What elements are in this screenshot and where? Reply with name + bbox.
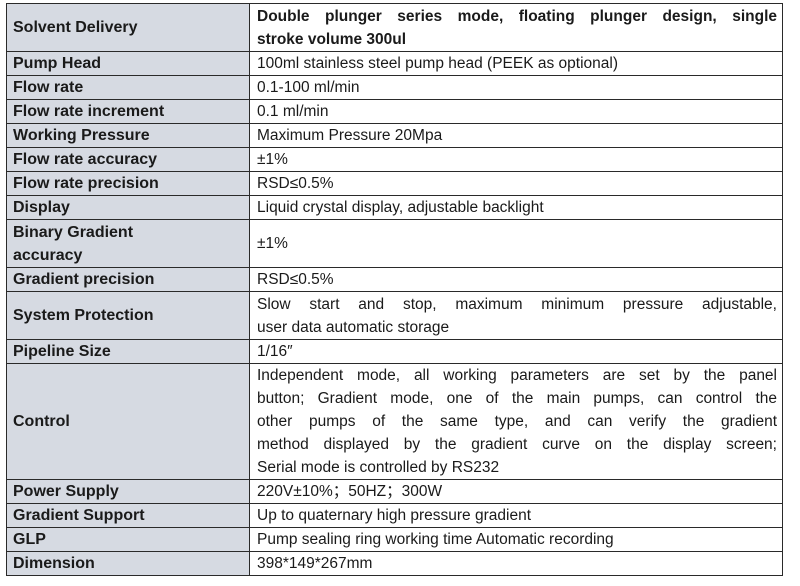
row-label: Working Pressure [6,123,250,148]
row-label: Display [6,195,250,220]
row-value: ±1% [249,147,783,172]
row-label: Flow rate increment [6,99,250,124]
row-label: Pump Head [6,51,250,76]
value-line: other pumps of the same type, and can ve… [257,413,777,430]
row-value: Up to quaternary high pressure gradient [249,503,783,528]
table-row: Gradient precision RSD≤0.5% [6,267,783,292]
row-label: Dimension [6,551,250,576]
table-row: Binary Gradient accuracy ±1% [6,219,783,268]
table-row: Working Pressure Maximum Pressure 20Mpa [6,123,783,148]
value-line: button; Gradient mode, one of the main p… [257,390,777,407]
value-line: method displayed by the gradient curve o… [257,436,777,453]
row-value: Double plunger series mode, floating plu… [249,3,783,52]
table-row: Flow rate accuracy ±1% [6,147,783,172]
row-value: RSD≤0.5% [249,171,783,196]
row-label: Gradient precision [6,267,250,292]
table-row: Flow rate 0.1-100 ml/min [6,75,783,100]
value-line: stroke volume 300ul [257,30,407,48]
row-value: 220V±10%；50HZ；300W [249,479,783,504]
table-row: Gradient Support Up to quaternary high p… [6,503,783,528]
row-value: Independent mode, all working parameters… [249,363,783,480]
table-row: GLP Pump sealing ring working time Autom… [6,527,783,552]
row-label: Control [6,363,250,480]
label-line: accuracy [13,246,83,264]
table-row: Display Liquid crystal display, adjustab… [6,195,783,220]
row-value: 0.1-100 ml/min [249,75,783,100]
row-value: 1/16″ [249,339,783,364]
table-row: Power Supply 220V±10%；50HZ；300W [6,479,783,504]
specification-table: Solvent Delivery Double plunger series m… [6,3,783,576]
value-line: Slow start and stop, maximum minimum pre… [257,295,777,313]
value-line: user data automatic storage [257,318,450,336]
row-label: Binary Gradient accuracy [6,219,250,268]
row-value: RSD≤0.5% [249,267,783,292]
table-row: Flow rate precision RSD≤0.5% [6,171,783,196]
row-label: Flow rate precision [6,171,250,196]
table-row: Dimension 398*149*267mm [6,551,783,576]
label-line: Binary Gradient [13,223,134,241]
row-label: GLP [6,527,250,552]
value-line: Double plunger series mode, floating plu… [257,7,777,25]
value-line: Serial mode is controlled by RS232 [257,459,500,476]
table-row: Flow rate increment 0.1 ml/min [6,99,783,124]
row-label: Pipeline Size [6,339,250,364]
row-label: Flow rate accuracy [6,147,250,172]
table-row: System Protection Slow start and stop, m… [6,291,783,340]
value-line: Independent mode, all working parameters… [257,367,777,384]
row-value: Maximum Pressure 20Mpa [249,123,783,148]
row-value: Liquid crystal display, adjustable backl… [249,195,783,220]
row-label: Solvent Delivery [6,3,250,52]
row-value: 398*149*267mm [249,551,783,576]
table-row: Solvent Delivery Double plunger series m… [6,3,783,52]
row-value: Slow start and stop, maximum minimum pre… [249,291,783,340]
row-label: Gradient Support [6,503,250,528]
row-label: System Protection [6,291,250,340]
row-label: Power Supply [6,479,250,504]
row-label: Flow rate [6,75,250,100]
row-value: Pump sealing ring working time Automatic… [249,527,783,552]
row-value: 100ml stainless steel pump head (PEEK as… [249,51,783,76]
table-row: Pump Head 100ml stainless steel pump hea… [6,51,783,76]
row-value: 0.1 ml/min [249,99,783,124]
row-value: ±1% [249,219,783,268]
table-row: Control Independent mode, all working pa… [6,363,783,480]
table-row: Pipeline Size 1/16″ [6,339,783,364]
